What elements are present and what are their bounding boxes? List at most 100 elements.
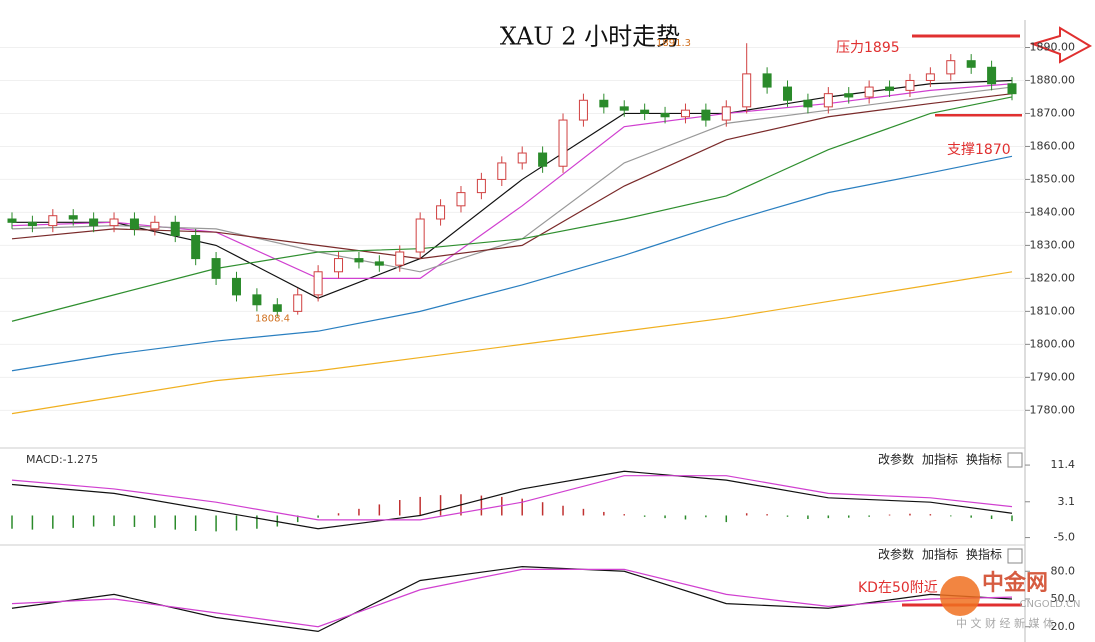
line xyxy=(12,79,1013,299)
candle-body xyxy=(395,251,405,266)
candle-body xyxy=(660,112,670,118)
line xyxy=(11,155,1013,372)
candle-body xyxy=(885,86,895,91)
candle-body xyxy=(313,271,323,296)
candle-body xyxy=(436,205,446,220)
candle-body xyxy=(48,215,58,227)
candle-body xyxy=(680,109,690,118)
y-tick-label: 1810.00 xyxy=(1030,304,1076,317)
y-tick-label: 80.0 xyxy=(1051,564,1076,577)
candle-body xyxy=(599,99,609,108)
candle-body xyxy=(293,294,303,312)
watermark-site: CNGOLD.CN xyxy=(1020,599,1081,610)
candle-body xyxy=(823,93,833,108)
arrow-icon xyxy=(1029,26,1093,64)
line xyxy=(11,475,1013,521)
watermark: 中金网 CNGOLD.CN 中 文 财 经 新 媒 体 xyxy=(940,570,1081,630)
candle-body xyxy=(966,60,976,68)
y-tick-label: 11.4 xyxy=(1051,458,1076,471)
candle-body xyxy=(374,261,384,266)
candle-body xyxy=(742,73,752,108)
candle-body xyxy=(497,162,507,180)
y-tick-label: 3.1 xyxy=(1058,495,1076,508)
y-tick-label: 1870.00 xyxy=(1030,106,1076,119)
candle-body xyxy=(354,258,364,263)
candle-body xyxy=(619,106,629,111)
panel-button[interactable]: 换指标 xyxy=(966,547,1002,562)
annotation: 压力1895 xyxy=(836,40,900,56)
y-tick-label: -5.0 xyxy=(1054,531,1075,544)
watermark-logo xyxy=(940,576,980,616)
candle-body xyxy=(1007,83,1017,95)
y-tick-label: 1890.00 xyxy=(1030,40,1076,53)
line xyxy=(11,83,1013,279)
y-tick-label: 20.0 xyxy=(1051,620,1076,633)
line xyxy=(11,96,1013,322)
candle-body xyxy=(89,218,99,227)
line xyxy=(11,93,1013,260)
candle-body xyxy=(803,99,813,108)
panel-button[interactable]: 改参数 xyxy=(878,547,914,562)
candle-body xyxy=(844,93,854,98)
candle-body xyxy=(640,109,650,114)
candle-body xyxy=(415,218,425,253)
annotation: 支撑1870 xyxy=(947,142,1011,158)
annotation: 1808.4 xyxy=(255,314,290,325)
candle-body xyxy=(456,192,466,207)
candle-body xyxy=(129,218,139,230)
candle-body xyxy=(925,73,935,81)
y-tick-label: 1800.00 xyxy=(1030,337,1076,350)
panel-button[interactable]: 改参数 xyxy=(878,452,914,467)
candle-body xyxy=(476,178,486,194)
candle-body xyxy=(191,235,201,260)
candle-body xyxy=(272,304,282,312)
candle-body xyxy=(68,215,78,220)
y-tick-label: 1820.00 xyxy=(1030,271,1076,284)
watermark-tagline: 中 文 财 经 新 媒 体 xyxy=(956,616,1054,630)
candle-body xyxy=(905,79,915,91)
y-tick-label: 1790.00 xyxy=(1030,370,1076,383)
panel-button[interactable]: 加指标 xyxy=(922,547,958,562)
y-tick-label: 1850.00 xyxy=(1030,172,1076,185)
candle-body xyxy=(987,66,997,85)
candle-body xyxy=(211,258,221,279)
close-button[interactable] xyxy=(1007,548,1023,564)
close-button[interactable] xyxy=(1007,452,1023,468)
y-tick-label: 1840.00 xyxy=(1030,205,1076,218)
candle-body xyxy=(27,221,37,227)
candle-body xyxy=(558,119,568,167)
annotation: KD在50附近 xyxy=(858,580,938,596)
candle-body xyxy=(783,86,793,101)
candle-body xyxy=(334,258,344,273)
annotation: 1891.3 xyxy=(656,38,691,49)
line xyxy=(11,271,1013,415)
candle-body xyxy=(946,60,956,75)
y-tick-label: 1780.00 xyxy=(1030,403,1076,416)
candle-body xyxy=(578,99,588,121)
y-tick-label: 1880.00 xyxy=(1030,73,1076,86)
indicator-label: MACD:-1.275 xyxy=(26,453,98,466)
candle-body xyxy=(721,106,731,121)
candle-body xyxy=(517,152,527,164)
line xyxy=(11,568,1013,628)
candle-body xyxy=(170,221,180,237)
candle-body xyxy=(762,73,772,88)
candle-body xyxy=(150,221,160,230)
candle-body xyxy=(7,218,17,223)
line xyxy=(11,470,1013,530)
y-tick-label: 50.0 xyxy=(1051,592,1076,605)
candle-body xyxy=(701,109,711,121)
candle-body xyxy=(864,86,874,98)
candle-body xyxy=(109,218,119,227)
candle-body xyxy=(231,277,241,296)
candle-body xyxy=(538,152,548,167)
panel-button[interactable]: 加指标 xyxy=(922,452,958,467)
panel-button[interactable]: 换指标 xyxy=(966,452,1002,467)
y-tick-label: 1860.00 xyxy=(1030,139,1076,152)
chart-title: XAU 2 小时走势 xyxy=(500,23,680,51)
watermark-name: 中金网 xyxy=(982,570,1048,596)
y-tick-label: 1830.00 xyxy=(1030,238,1076,251)
candle-body xyxy=(252,294,262,306)
